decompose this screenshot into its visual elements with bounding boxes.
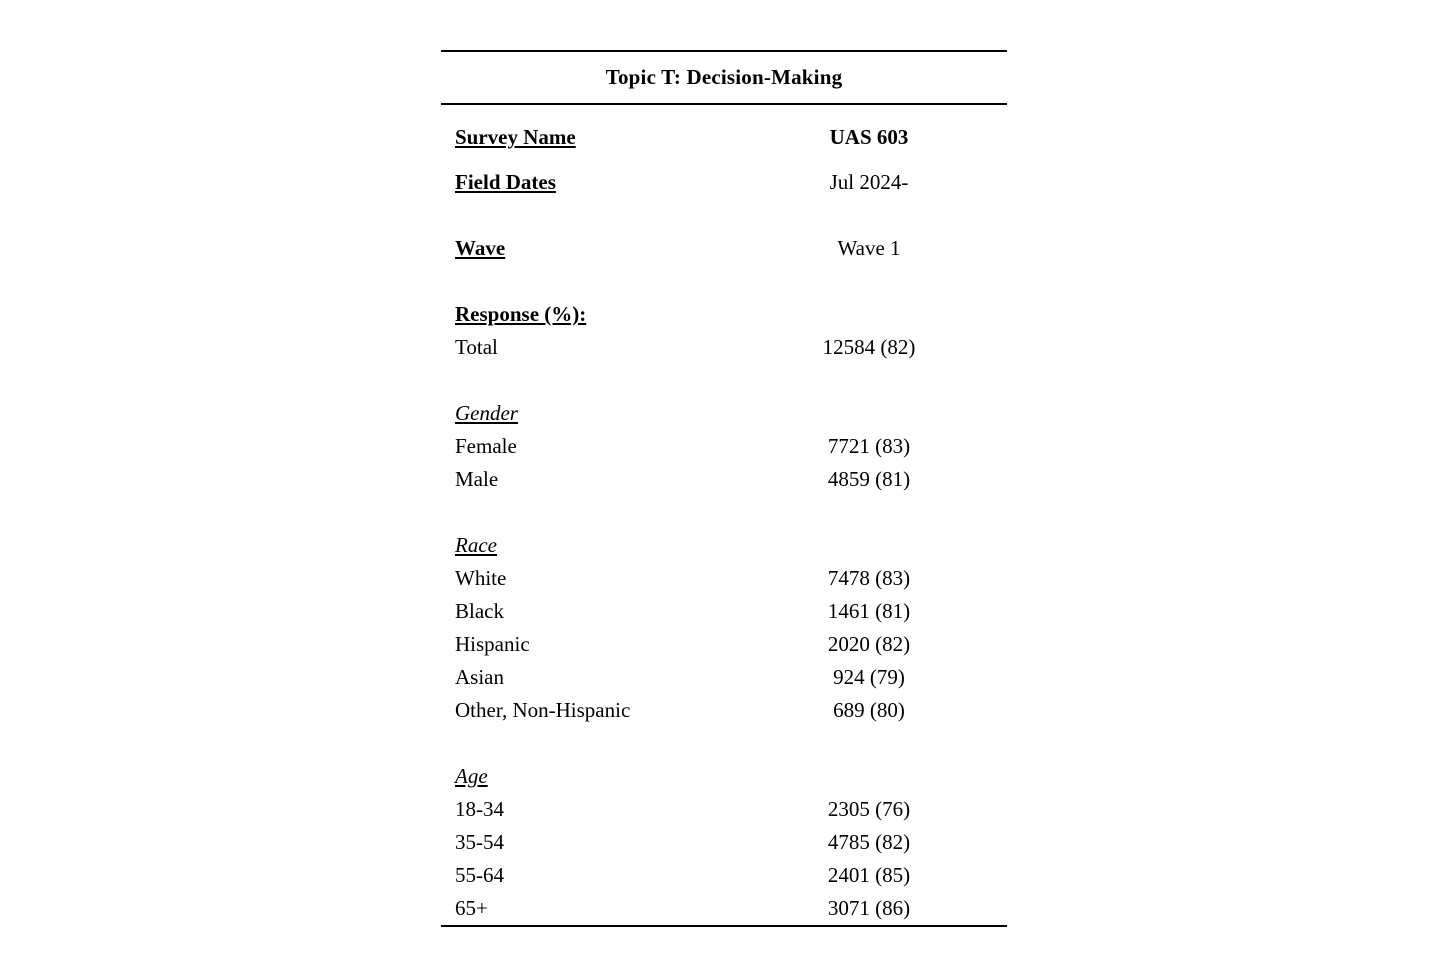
- table-body: Survey Name UAS 603 Field Dates Jul 2024…: [441, 105, 1007, 925]
- age-18-34-value: 2305 (76): [827, 797, 911, 821]
- white-value: 7478 (83): [827, 566, 911, 590]
- race-heading-spacer: [731, 529, 1007, 562]
- black-label: Black: [455, 599, 504, 623]
- table-row-wave: Wave Wave 1: [441, 232, 1007, 265]
- table-row-age-35-54: 35-54 4785 (82): [441, 826, 1007, 859]
- other-non-hispanic-value: 689 (80): [833, 698, 905, 722]
- asian-value: 924 (79): [833, 665, 905, 689]
- table-row-male: Male 4859 (81): [441, 463, 1007, 496]
- age-65-plus-value: 3071 (86): [827, 896, 911, 920]
- age-heading-spacer: [731, 760, 1007, 793]
- response-heading-spacer: [731, 298, 1007, 331]
- white-label: White: [455, 566, 507, 590]
- age-18-34-label: 18-34: [455, 797, 504, 821]
- table-row-other-non-hispanic: Other, Non-Hispanic 689 (80): [441, 694, 1007, 727]
- table-row-female: Female 7721 (83): [441, 430, 1007, 463]
- age-35-54-label: 35-54: [455, 830, 504, 854]
- table-title: Topic T: Decision-Making: [605, 65, 843, 89]
- section-heading-gender: Gender: [441, 397, 1007, 430]
- table-title-row: Topic T: Decision-Making: [441, 50, 1007, 105]
- age-35-54-value: 4785 (82): [827, 830, 911, 854]
- table-row-age-18-34: 18-34 2305 (76): [441, 793, 1007, 826]
- other-non-hispanic-label: Other, Non-Hispanic: [455, 698, 631, 722]
- survey-name-value: UAS 603: [829, 125, 909, 149]
- table-row-field-dates: Field Dates Jul 2024-: [441, 166, 1007, 199]
- table-row-age-65-plus: 65+ 3071 (86): [441, 892, 1007, 925]
- table-row-asian: Asian 924 (79): [441, 661, 1007, 694]
- table-row-survey-name: Survey Name UAS 603: [441, 121, 1007, 154]
- wave-value: Wave 1: [837, 236, 901, 260]
- table-row-black: Black 1461 (81): [441, 595, 1007, 628]
- age-heading: Age: [455, 764, 488, 788]
- age-55-64-value: 2401 (85): [827, 863, 911, 887]
- black-value: 1461 (81): [827, 599, 911, 623]
- wave-label: Wave: [455, 236, 506, 260]
- survey-summary-table: Topic T: Decision-Making Survey Name UAS…: [441, 50, 1007, 927]
- hispanic-value: 2020 (82): [827, 632, 911, 656]
- response-heading: Response (%):: [455, 302, 587, 326]
- table-row-total: Total 12584 (82): [441, 331, 1007, 364]
- section-heading-race: Race: [441, 529, 1007, 562]
- age-65-plus-label: 65+: [455, 896, 488, 920]
- hispanic-label: Hispanic: [455, 632, 530, 656]
- asian-label: Asian: [455, 665, 504, 689]
- table-row-white: White 7478 (83): [441, 562, 1007, 595]
- field-dates-value: Jul 2024-: [829, 170, 909, 194]
- section-heading-age: Age: [441, 760, 1007, 793]
- total-value: 12584 (82): [822, 335, 916, 359]
- table-row-age-55-64: 55-64 2401 (85): [441, 859, 1007, 892]
- survey-name-label: Survey Name: [455, 125, 576, 149]
- male-label: Male: [455, 467, 499, 491]
- female-value: 7721 (83): [827, 434, 911, 458]
- gender-heading: Gender: [455, 401, 518, 425]
- age-55-64-label: 55-64: [455, 863, 504, 887]
- field-dates-label: Field Dates: [455, 170, 556, 194]
- gender-heading-spacer: [731, 397, 1007, 430]
- table-row-hispanic: Hispanic 2020 (82): [441, 628, 1007, 661]
- table-row-response-heading: Response (%):: [441, 298, 1007, 331]
- race-heading: Race: [455, 533, 497, 557]
- total-label: Total: [455, 335, 498, 359]
- male-value: 4859 (81): [827, 467, 911, 491]
- female-label: Female: [455, 434, 517, 458]
